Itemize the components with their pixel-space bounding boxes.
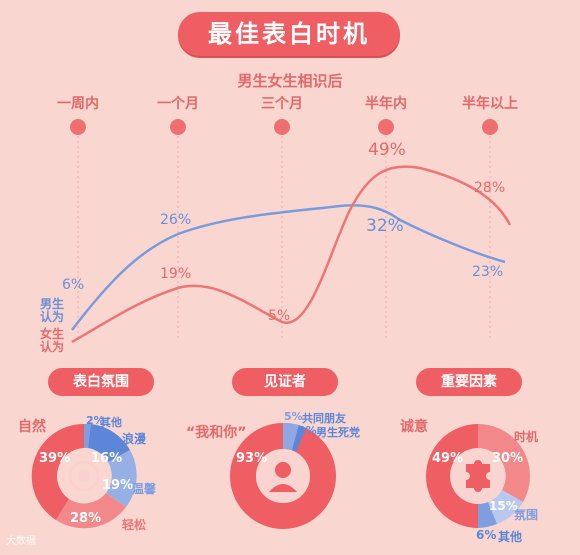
female-label-over-half-year: 28%	[474, 180, 506, 196]
label-sidang-pct: 2%	[298, 424, 317, 437]
section-pill-factors: 重要因素	[416, 368, 522, 396]
pct-wenxin: 19%	[102, 478, 133, 493]
timeline-label-three-months: 三个月	[261, 96, 303, 112]
donut-atmosphere: 39% 16% 19% 28%	[31, 423, 137, 529]
female-label-three-months: 5%	[268, 308, 291, 324]
pct-langman: 16%	[91, 451, 122, 466]
puzzle-icon	[466, 460, 490, 492]
label-qita-pct: 2%	[86, 414, 105, 427]
male-label-week: 6%	[62, 277, 85, 293]
person-icon-bg	[256, 449, 310, 503]
watermark: 大数据	[6, 536, 36, 547]
sun-icon	[68, 460, 100, 492]
person-icon	[275, 462, 291, 478]
pct-ziran: 39%	[39, 451, 70, 466]
label-qita3: 其他	[498, 530, 523, 544]
male-label-month: 26%	[160, 212, 192, 228]
label-qita: 其他	[100, 416, 122, 429]
timeline-label-over-half-year: 半年以上	[462, 96, 518, 112]
slice-qita	[84, 423, 91, 448]
label-wenxin: 温馨	[132, 482, 157, 496]
pct-shiji: 30%	[492, 451, 523, 466]
pct-chengyi: 49%	[432, 451, 463, 466]
slice-qita3	[478, 502, 497, 528]
pct-wo: 93%	[236, 451, 267, 466]
slice-qingsong	[56, 493, 126, 529]
male-legend-label: 男生 认为	[40, 297, 65, 324]
section-pill-witness: 见证者	[232, 368, 338, 396]
timeline-label-half-year: 半年内	[365, 96, 407, 112]
female-series-line	[71, 165, 512, 344]
slice-gongtong	[283, 422, 299, 450]
timeline-dot	[70, 119, 86, 135]
page-title: 最佳表白时机	[178, 12, 400, 56]
label-shiji: 时机	[514, 430, 539, 444]
slice-chengyi	[426, 424, 478, 528]
label-fenwei: 氛围	[514, 508, 539, 522]
puzzle-icon-bg	[451, 449, 505, 503]
section-pill-atmosphere: 表白氛围	[48, 368, 154, 396]
slice-wenxin	[106, 450, 137, 507]
female-legend-label: 女生 认为	[40, 327, 65, 354]
line-chart	[70, 119, 512, 344]
timeline-dot	[274, 119, 290, 135]
male-series-line	[71, 204, 506, 331]
male-label-over-half-year: 23%	[472, 264, 504, 280]
label-gongtong: 共同朋友	[302, 412, 346, 425]
label-wo: “我和你”	[186, 425, 247, 441]
label-gongtong-pct: 5%	[284, 410, 303, 423]
label-sidang: 男生死党	[316, 426, 360, 439]
timeline-guides	[70, 119, 498, 340]
chart-subtitle: 男生女生相识后	[237, 72, 343, 90]
timeline-label-week: 一周内	[57, 96, 99, 112]
timeline-label-month: 一个月	[157, 96, 199, 112]
label-qingsong: 轻松	[122, 518, 147, 532]
label-chengyi: 诚意	[400, 419, 428, 435]
female-label-half-year: 49%	[368, 140, 406, 160]
label-qita3-pct: 6%	[476, 528, 497, 542]
slice-wo	[230, 423, 336, 529]
timeline-dot	[482, 119, 498, 135]
pct-qingsong: 28%	[70, 511, 101, 526]
slice-ziran	[31, 423, 84, 520]
label-langman: 浪漫	[122, 432, 147, 446]
timeline-dot	[378, 119, 394, 135]
male-label-half-year: 32%	[366, 216, 404, 236]
label-ziran: 自然	[18, 419, 46, 435]
female-label-month: 19%	[160, 266, 192, 282]
timeline-dot	[170, 119, 186, 135]
